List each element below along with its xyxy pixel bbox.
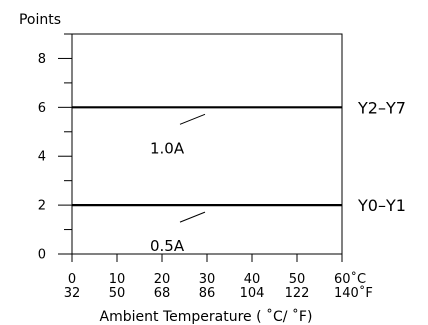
y-tick-label: 2: [38, 199, 46, 214]
series-label-1: Y0–Y1: [357, 196, 406, 215]
x-tick-label-celsius: 50: [289, 272, 306, 287]
x-axis-title: Ambient Temperature ( ˚C/ ˚F): [100, 308, 313, 325]
x-tick-label-celsius: 60˚C: [334, 271, 366, 287]
x-tick-label-fahrenheit: 104: [240, 286, 265, 301]
y-tick-label: 8: [38, 52, 46, 67]
y-tick-label: 0: [38, 248, 46, 263]
annotation-leader-1: [179, 211, 206, 223]
x-tick-label-celsius: 0: [68, 272, 76, 287]
x-tick-label-celsius: 40: [244, 272, 261, 287]
x-tick-label-celsius: 20: [154, 272, 171, 287]
series-annotation-1: 0.5A: [150, 237, 185, 255]
y-tick-label: 6: [38, 101, 46, 116]
y-tick-label: 4: [38, 150, 46, 165]
x-tick-label-fahrenheit: 32: [64, 286, 81, 301]
x-tick-label-celsius: 30: [199, 272, 216, 287]
annotation-leader-0: [179, 113, 206, 125]
x-tick-label-fahrenheit: 140˚F: [334, 285, 373, 301]
x-tick-label-fahrenheit: 86: [199, 286, 216, 301]
x-tick-label-fahrenheit: 50: [109, 286, 126, 301]
series-label-0: Y2–Y7: [357, 98, 406, 117]
x-tick-label-celsius: 10: [109, 272, 126, 287]
plot-frame: [71, 33, 343, 255]
x-tick-label-fahrenheit: 68: [154, 286, 171, 301]
x-tick-label-fahrenheit: 122: [285, 286, 310, 301]
y-axis-title: Points: [19, 12, 61, 28]
series-annotation-0: 1.0A: [150, 139, 185, 157]
